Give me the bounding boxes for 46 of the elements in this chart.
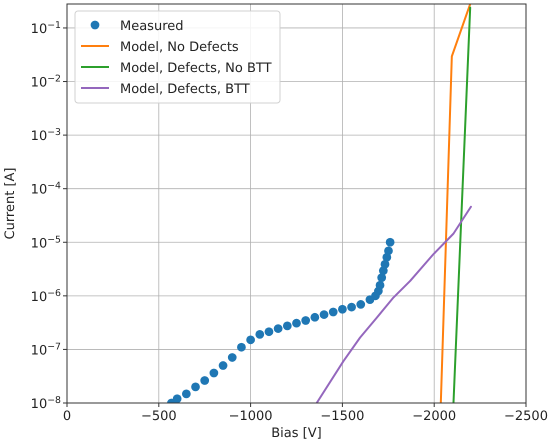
point	[320, 310, 328, 319]
point	[200, 376, 210, 385]
x-tick-label: −2500	[504, 409, 548, 424]
point	[376, 280, 384, 290]
y-tick-label: 10$^{−8}$	[30, 394, 62, 412]
y-tick-label: 10$^{−5}$	[30, 234, 62, 252]
point	[182, 390, 191, 398]
point	[347, 302, 356, 312]
point	[356, 300, 366, 309]
y-tick-label: 10$^{−2}$	[30, 73, 62, 91]
x-tick-label: 0	[62, 409, 72, 424]
y-tick-label: 10$^{−3}$	[30, 126, 62, 144]
point	[338, 304, 347, 314]
y-tick-label: 10$^{−6}$	[30, 287, 62, 305]
legend-label: Measured	[120, 19, 184, 34]
point	[386, 238, 395, 247]
legend-label: Model, No Defects	[120, 40, 239, 55]
point	[274, 324, 283, 333]
x-tick-label: −1000	[228, 409, 273, 424]
point	[191, 382, 200, 392]
point	[328, 308, 338, 316]
x-tick-label: −1500	[320, 409, 364, 424]
point	[246, 335, 255, 344]
point	[384, 246, 393, 256]
line-series	[316, 206, 472, 403]
point	[380, 260, 390, 269]
point	[172, 394, 182, 403]
point	[218, 361, 228, 370]
x-tick-label: −2000	[412, 409, 456, 424]
point	[301, 316, 310, 325]
y-tick-label: 10$^{−7}$	[30, 340, 62, 358]
y-axis-title: Current [A]	[3, 168, 18, 240]
point	[292, 318, 301, 328]
x-axis-title: Bias [V]	[271, 426, 322, 441]
point	[310, 312, 320, 322]
point	[264, 327, 274, 336]
point	[210, 368, 218, 378]
point	[228, 353, 237, 362]
x-tick-label: −500	[140, 409, 177, 424]
legend-label: Model, Defects, BTT	[120, 82, 250, 97]
point	[237, 342, 246, 352]
legend-label: Model, Defects, No BTT	[120, 61, 272, 76]
point	[282, 322, 292, 330]
y-tick-label: 10$^{−4}$	[30, 180, 62, 198]
point	[255, 330, 264, 339]
y-tick-label: 10$^{−1}$	[30, 19, 62, 37]
